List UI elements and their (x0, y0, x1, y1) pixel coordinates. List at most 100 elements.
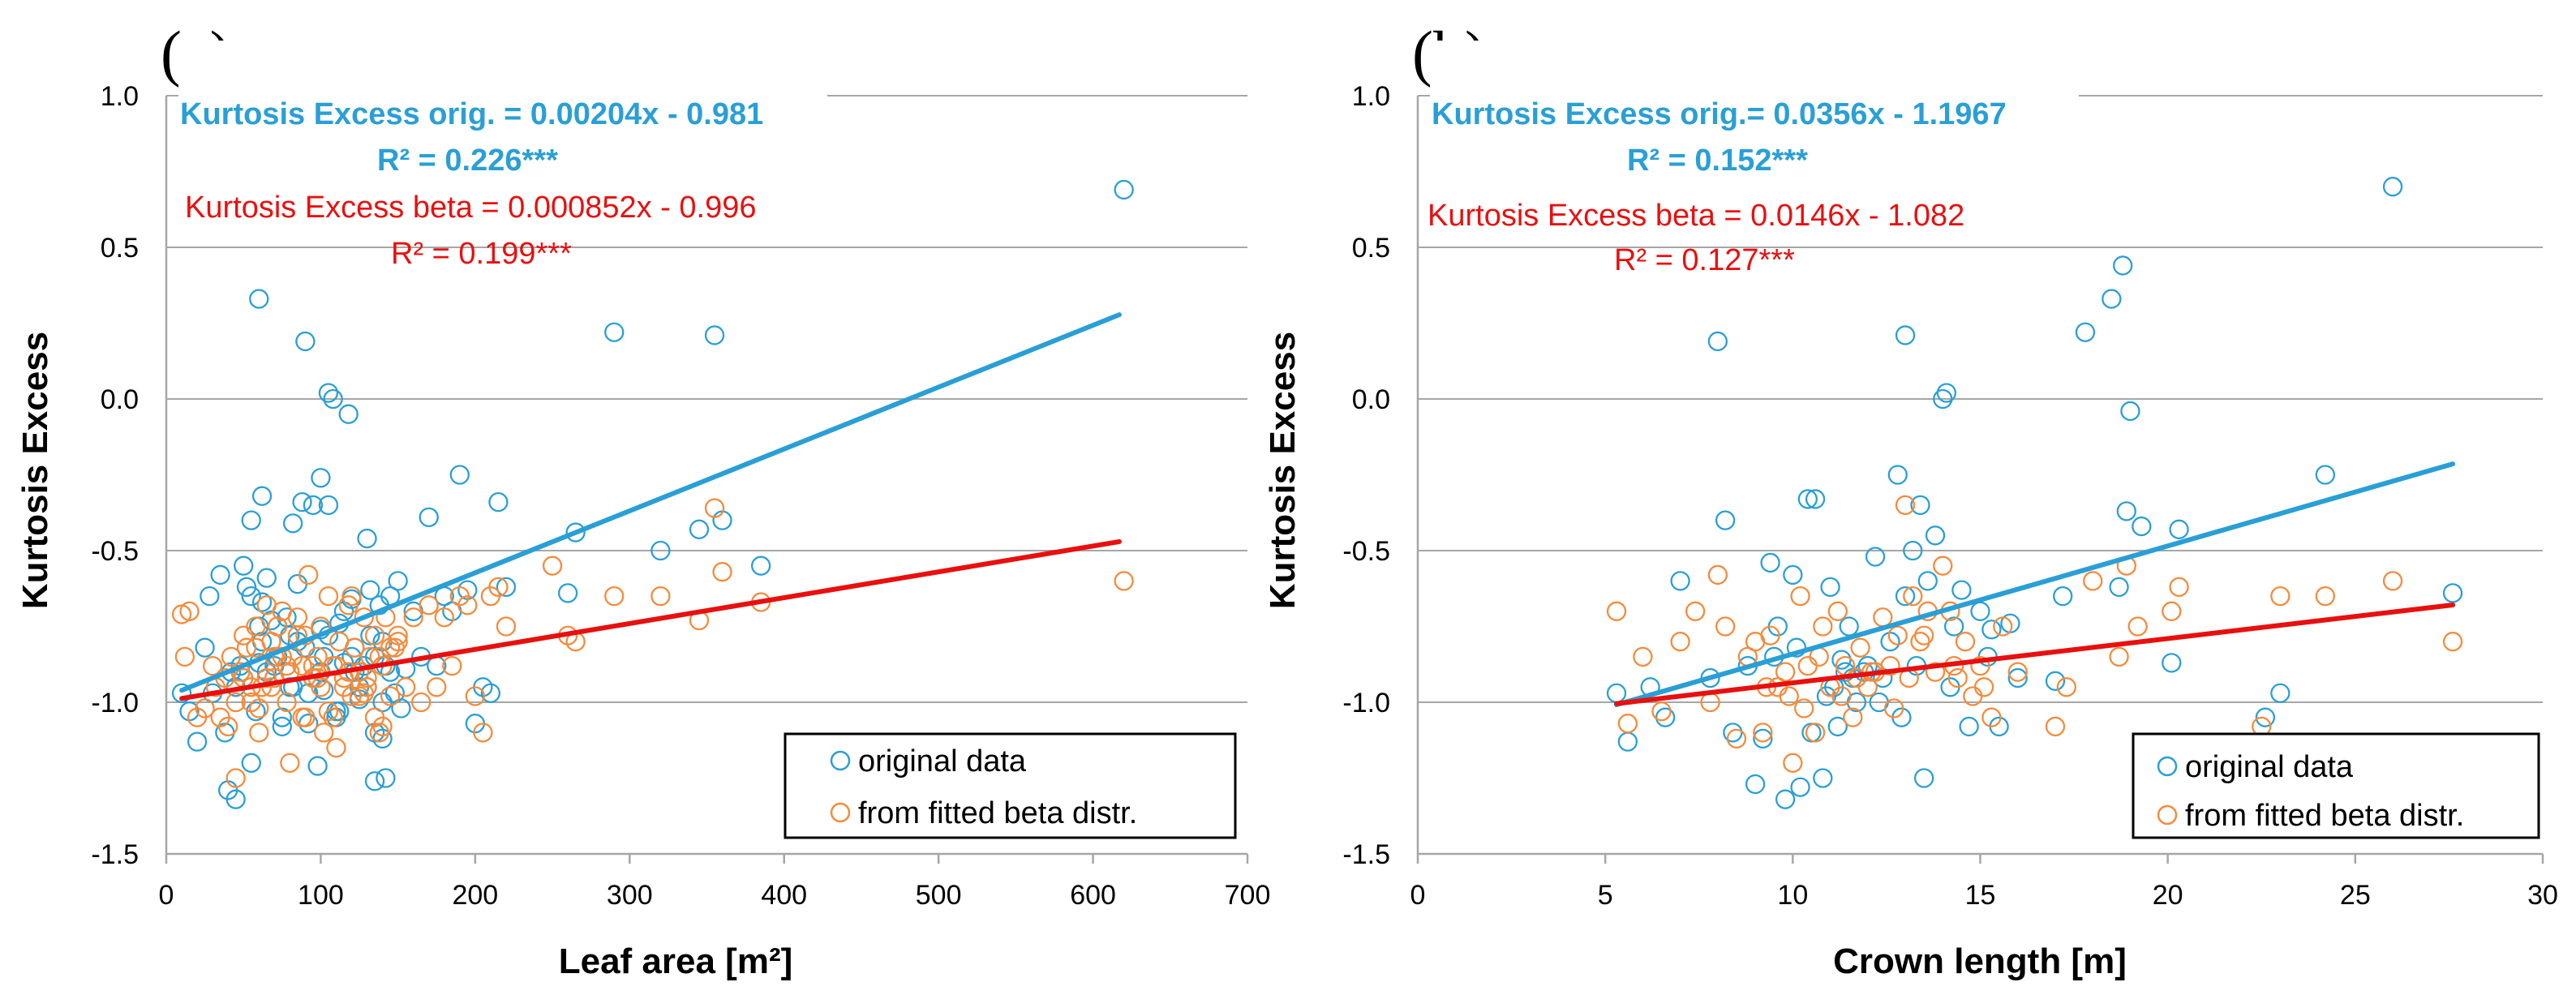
point-original (1655, 707, 1676, 727)
point-beta (427, 677, 447, 697)
point-beta (267, 616, 288, 637)
point-beta (202, 655, 223, 676)
legend-box (784, 732, 1237, 839)
point-beta (1606, 601, 1627, 621)
orig-r2: R² = 0.152*** (1627, 144, 1808, 178)
x-tick-label: 700 (1225, 880, 1271, 911)
point-beta (473, 723, 493, 743)
y-tick-label: 1.0 (1352, 81, 1390, 112)
point-original (1839, 616, 1859, 637)
point-beta (1973, 677, 1994, 697)
point-original (1760, 552, 1780, 573)
point-original (292, 492, 312, 513)
axes (165, 96, 1249, 864)
point-original (318, 383, 339, 403)
point-beta (1805, 723, 1826, 743)
point-beta (1753, 723, 1773, 743)
point-original (1917, 571, 1938, 591)
point-original (210, 564, 230, 585)
trendline-original (179, 312, 1122, 693)
point-beta (1981, 707, 2002, 727)
point-beta (442, 655, 462, 676)
point-beta (604, 585, 625, 607)
y-tick-label: 0.5 (1352, 233, 1390, 264)
y-tick-label: -0.5 (1342, 536, 1390, 567)
x-tick-label: 100 (298, 880, 344, 911)
point-original (419, 507, 439, 528)
point-beta (195, 698, 215, 718)
point-original (251, 486, 273, 506)
point-original (311, 468, 331, 488)
point-beta (1790, 585, 1810, 607)
point-beta (1955, 632, 1976, 652)
point-original (1925, 525, 1946, 546)
point-original (1895, 585, 1916, 607)
series-original (171, 179, 1134, 809)
point-original (689, 519, 710, 539)
point-beta (1933, 555, 1953, 576)
point-original (1933, 388, 1953, 410)
point-beta (434, 607, 454, 628)
point-beta (1707, 564, 1728, 585)
tick-labels: -1.5 -1.0 -0.5 0.0 0.5 1.0 0 5 10 15 20 25 30 (1342, 81, 2558, 911)
point-beta (403, 607, 423, 628)
x-axis-title: Leaf area [m²] (559, 941, 793, 981)
trendlines (179, 312, 1122, 701)
legend-label-original: original data (858, 744, 1027, 778)
point-original (318, 495, 339, 516)
point-beta (326, 737, 346, 758)
axes (1416, 96, 2544, 864)
point-beta (292, 655, 312, 676)
point-original (1943, 616, 1964, 637)
point-beta (419, 595, 439, 615)
point-original (241, 585, 261, 607)
point-original (2053, 585, 2073, 607)
point-beta (650, 585, 671, 607)
point-beta (1775, 662, 1796, 682)
point-original (1913, 768, 1934, 788)
x-tick-label: 0 (159, 880, 174, 911)
point-original (1970, 601, 1990, 621)
point-original (650, 540, 671, 561)
point-original (287, 573, 308, 594)
point-beta (2270, 585, 2290, 607)
x-tick-label: 0 (1410, 880, 1426, 911)
beta-equation: Kurtosis Excess beta = 0.0146x - 1.082 (1428, 199, 1964, 233)
point-original (171, 683, 192, 703)
trendline-original (1614, 461, 2456, 707)
point-beta (2109, 646, 2129, 667)
beta-r2: R² = 0.127*** (1614, 243, 1795, 277)
equation-background (1430, 41, 2079, 166)
point-original (2113, 255, 2133, 276)
point-beta (1850, 637, 1870, 658)
point-original (236, 577, 257, 598)
point-original (195, 637, 215, 658)
point-original (2007, 667, 2028, 688)
point-original (283, 513, 303, 534)
point-original (1801, 723, 1822, 743)
y-tick-label: 1.0 (101, 81, 139, 112)
x-tick-label: 10 (1777, 880, 1808, 911)
point-original (2102, 289, 2122, 309)
grid (166, 95, 1247, 703)
x-tick-label: 15 (1965, 880, 1996, 911)
y-tick-label: -1.5 (1342, 839, 1390, 870)
point-beta (2442, 632, 2463, 652)
point-original (557, 583, 578, 603)
legend-label-beta: from fitted beta distr. (2185, 799, 2464, 833)
point-beta (1779, 686, 1799, 706)
point-original (251, 592, 273, 612)
point-original (2270, 683, 2290, 703)
point-original (1827, 716, 1848, 737)
legend-box (2132, 732, 2540, 839)
point-beta (542, 555, 563, 576)
point-original (1951, 580, 1972, 600)
point-beta (349, 686, 370, 706)
point-original (1745, 774, 1766, 795)
point-beta (1760, 625, 1780, 645)
point-original (241, 753, 261, 773)
point-beta (1895, 495, 1916, 516)
point-beta (496, 616, 517, 637)
point-beta (341, 585, 362, 607)
